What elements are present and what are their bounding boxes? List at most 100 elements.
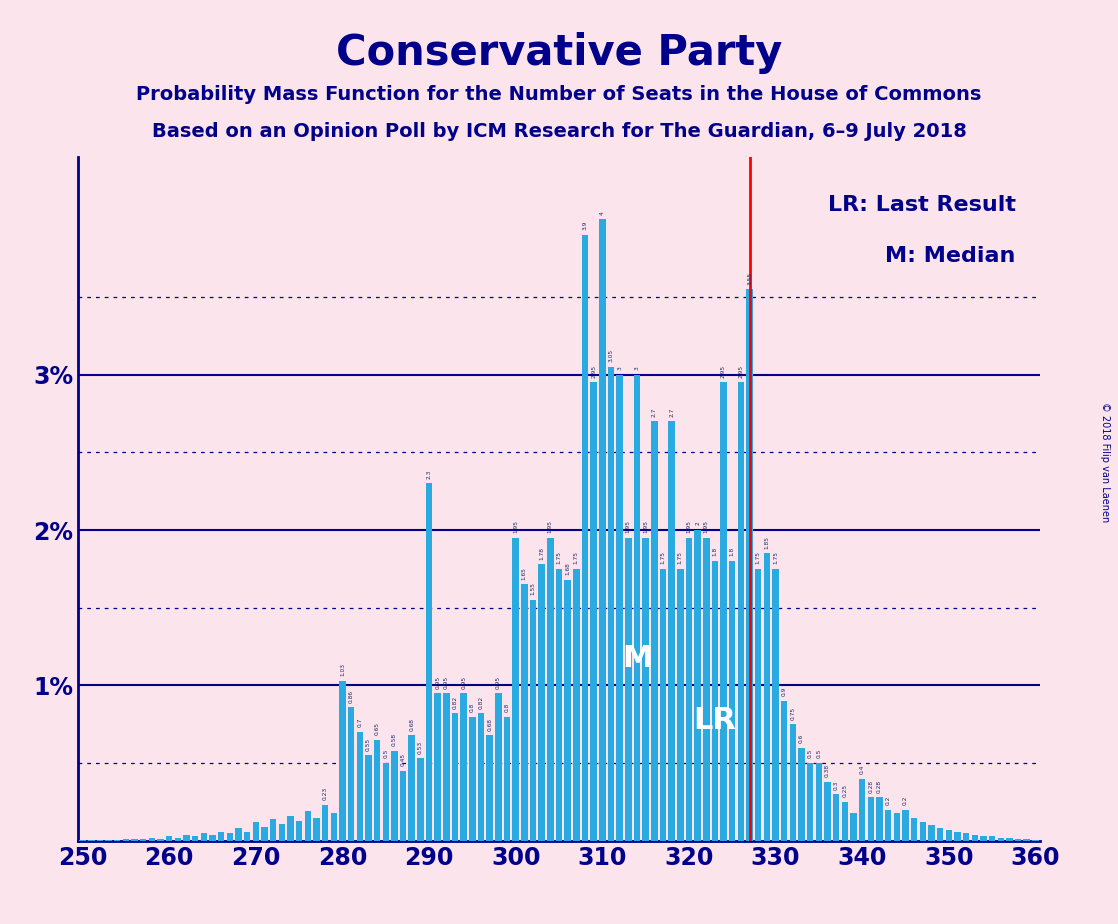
Bar (262, 827, 267, 841)
Text: LR: Last Result: LR: Last Result (827, 195, 1016, 214)
Bar (443, 693, 449, 841)
Bar (937, 829, 944, 841)
Bar (565, 579, 571, 841)
Bar (824, 782, 831, 841)
Text: 1.85: 1.85 (765, 536, 769, 549)
Bar (183, 834, 190, 841)
Bar (902, 809, 909, 841)
Text: 2.95: 2.95 (591, 365, 596, 378)
Bar (200, 833, 207, 841)
Bar (235, 829, 241, 841)
Bar (669, 421, 675, 841)
Bar (140, 839, 146, 841)
Text: Based on an Opinion Poll by ICM Research for The Guardian, 6–9 July 2018: Based on an Opinion Poll by ICM Research… (152, 122, 966, 141)
Bar (703, 538, 710, 841)
Bar (452, 713, 458, 841)
Bar (158, 839, 164, 841)
Bar (920, 822, 926, 841)
Bar (574, 569, 579, 841)
Text: 0.25: 0.25 (842, 784, 847, 797)
Text: 0.8: 0.8 (470, 702, 475, 711)
Bar (253, 822, 259, 841)
Text: 0.55: 0.55 (366, 737, 371, 750)
Text: 1.75: 1.75 (678, 552, 683, 565)
Bar (512, 538, 519, 841)
Text: 3: 3 (617, 366, 622, 370)
Bar (287, 816, 294, 841)
Bar (893, 813, 900, 841)
Bar (643, 538, 648, 841)
Bar (174, 838, 181, 841)
Text: 0.45: 0.45 (400, 753, 406, 766)
Bar (651, 421, 657, 841)
Text: M: M (622, 644, 652, 673)
Text: 3: 3 (634, 366, 639, 370)
Bar (911, 818, 918, 841)
Bar (304, 811, 311, 841)
Text: 0.2: 0.2 (903, 796, 908, 805)
Bar (816, 763, 822, 841)
Text: 1.95: 1.95 (703, 520, 709, 533)
Bar (435, 693, 440, 841)
Bar (366, 756, 371, 841)
Bar (581, 235, 588, 841)
Text: 0.3: 0.3 (834, 780, 838, 789)
Bar (946, 830, 953, 841)
Text: 0.9: 0.9 (781, 687, 787, 697)
Bar (608, 367, 614, 841)
Text: 0.68: 0.68 (409, 718, 415, 731)
Text: 0.82: 0.82 (453, 696, 457, 709)
Text: 2.7: 2.7 (652, 407, 656, 417)
Bar (131, 838, 138, 841)
Text: 0.53: 0.53 (418, 741, 423, 754)
Bar (530, 600, 537, 841)
Bar (244, 832, 250, 841)
Text: 3.55: 3.55 (747, 272, 752, 285)
Text: 1.75: 1.75 (574, 552, 579, 565)
Text: 0.28: 0.28 (869, 780, 873, 793)
Text: 1.68: 1.68 (566, 562, 570, 575)
Bar (218, 832, 225, 841)
Bar (634, 374, 641, 841)
Text: 0.82: 0.82 (479, 696, 484, 709)
Bar (357, 732, 363, 841)
Text: 1.65: 1.65 (522, 567, 527, 579)
Bar (391, 750, 398, 841)
Text: 0.65: 0.65 (375, 723, 380, 736)
Bar (678, 569, 683, 841)
Bar (954, 832, 960, 841)
Text: 2: 2 (695, 522, 700, 526)
Text: Probability Mass Function for the Number of Seats in the House of Commons: Probability Mass Function for the Number… (136, 85, 982, 104)
Bar (1015, 839, 1022, 841)
Text: 1.03: 1.03 (340, 663, 345, 676)
Bar (833, 795, 840, 841)
Bar (269, 819, 276, 841)
Bar (928, 825, 935, 841)
Bar (123, 839, 130, 841)
Bar (720, 383, 727, 841)
Text: 4: 4 (600, 211, 605, 214)
Text: 1.75: 1.75 (557, 552, 561, 565)
Text: 1.78: 1.78 (539, 547, 544, 560)
Bar (278, 824, 285, 841)
Bar (495, 693, 502, 841)
Text: © 2018 Filip van Laenen: © 2018 Filip van Laenen (1100, 402, 1110, 522)
Bar (227, 833, 233, 841)
Text: 1.8: 1.8 (730, 547, 735, 556)
Bar (859, 779, 865, 841)
Bar (461, 693, 467, 841)
Bar (694, 530, 701, 841)
Text: 3.9: 3.9 (582, 221, 587, 230)
Bar (868, 797, 874, 841)
Bar (616, 374, 623, 841)
Bar (877, 797, 883, 841)
Bar (331, 813, 337, 841)
Bar (322, 805, 329, 841)
Text: M: Median: M: Median (885, 246, 1016, 266)
Bar (842, 802, 849, 841)
Text: 1.75: 1.75 (773, 552, 778, 565)
Text: 0.95: 0.95 (444, 675, 449, 688)
Text: LR: LR (693, 706, 737, 736)
Text: 0.5: 0.5 (383, 749, 388, 759)
Bar (590, 383, 597, 841)
